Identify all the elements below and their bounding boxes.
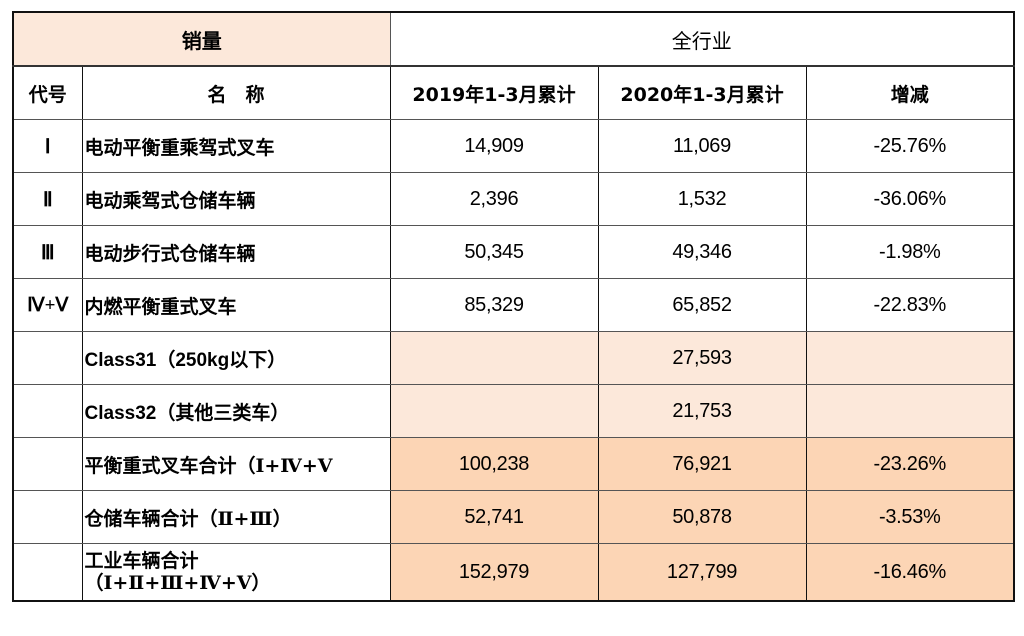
- column-header-row: 代号 名 称 2019年1-3月累计 2020年1-3月累计 增减: [13, 65, 1015, 120]
- row-value-2020: 127,799: [597, 543, 807, 602]
- row-value-2019: 52,741: [389, 490, 599, 544]
- group-header-row: 销量 全行业: [12, 11, 1015, 67]
- row-name: 仓储车辆合计（Ⅱ+Ⅲ）: [81, 490, 391, 544]
- col-header-name: 名 称: [81, 65, 391, 120]
- row-name: 平衡重式叉车合计（Ⅰ+Ⅳ+Ⅴ: [81, 437, 391, 491]
- row-name-line1: 工业车辆合计: [84, 550, 199, 572]
- row-change: [805, 384, 1015, 438]
- row-change: -3.53%: [805, 490, 1015, 544]
- row-name: Class32（其他三类车）: [81, 384, 391, 438]
- row-change: [805, 331, 1015, 385]
- row-value-2020: 11,069: [597, 119, 807, 173]
- row-value-2020: 65,852: [597, 278, 807, 332]
- table-row: Ⅳ+Ⅴ 内燃平衡重式叉车 85,329 65,852 -22.83%: [12, 278, 1015, 332]
- col-header-change: 增减: [805, 65, 1015, 120]
- table-row: 工业车辆合计 （Ⅰ+Ⅱ+Ⅲ+Ⅳ+Ⅴ） 152,979 127,799 -16.4…: [12, 543, 1015, 602]
- row-value-2019: 2,396: [389, 172, 599, 226]
- row-change: -36.06%: [805, 172, 1015, 226]
- row-value-2019: 152,979: [389, 543, 599, 602]
- row-value-2020: 49,346: [597, 225, 807, 279]
- row-name: 内燃平衡重式叉车: [81, 278, 391, 332]
- row-code: [12, 490, 83, 544]
- row-change: -23.26%: [805, 437, 1015, 491]
- col-header-code: 代号: [13, 65, 83, 120]
- row-code: Ⅳ+Ⅴ: [12, 278, 83, 332]
- row-value-2020: 1,532: [597, 172, 807, 226]
- row-code: Ⅰ: [12, 119, 83, 173]
- table-row: 仓储车辆合计（Ⅱ+Ⅲ） 52,741 50,878 -3.53%: [12, 490, 1015, 544]
- row-change: -16.46%: [805, 543, 1015, 602]
- row-name: 电动平衡重乘驾式叉车: [81, 119, 391, 173]
- col-header-2019: 2019年1-3月累计: [389, 65, 599, 120]
- row-value-2019: 50,345: [389, 225, 599, 279]
- row-code: Ⅲ: [12, 225, 83, 279]
- row-value-2020: 27,593: [597, 331, 807, 385]
- row-name: 电动乘驾式仓储车辆: [81, 172, 391, 226]
- table-row: Ⅰ 电动平衡重乘驾式叉车 14,909 11,069 -25.76%: [12, 119, 1015, 173]
- row-name: Class31（250kg以下）: [81, 331, 391, 385]
- row-change: -22.83%: [805, 278, 1015, 332]
- row-name: 电动步行式仓储车辆: [81, 225, 391, 279]
- row-value-2020: 21,753: [597, 384, 807, 438]
- row-value-2020: 76,921: [597, 437, 807, 491]
- sales-group-header: 销量: [12, 11, 391, 67]
- row-value-2019: 85,329: [389, 278, 599, 332]
- row-value-2019: [389, 384, 599, 438]
- row-code: [12, 331, 83, 385]
- row-change: -1.98%: [805, 225, 1015, 279]
- row-name-line2: （Ⅰ+Ⅱ+Ⅲ+Ⅳ+Ⅴ）: [84, 572, 271, 594]
- row-name: 工业车辆合计 （Ⅰ+Ⅱ+Ⅲ+Ⅳ+Ⅴ）: [81, 543, 391, 602]
- forklift-sales-table: 销量 全行业 代号 名 称 2019年1-3月累计 2020年1-3月累计 增减…: [12, 11, 1015, 602]
- row-change: -25.76%: [805, 119, 1015, 173]
- row-code: [12, 437, 83, 491]
- row-code: Ⅱ: [12, 172, 83, 226]
- row-code: [12, 543, 83, 602]
- row-value-2019: [389, 331, 599, 385]
- industry-group-header: 全行业: [389, 11, 1015, 67]
- row-code: [12, 384, 83, 438]
- table-row: Ⅱ 电动乘驾式仓储车辆 2,396 1,532 -36.06%: [12, 172, 1015, 226]
- table-row: Ⅲ 电动步行式仓储车辆 50,345 49,346 -1.98%: [12, 225, 1015, 279]
- col-header-2020: 2020年1-3月累计: [597, 65, 807, 120]
- table-row: 平衡重式叉车合计（Ⅰ+Ⅳ+Ⅴ 100,238 76,921 -23.26%: [12, 437, 1015, 491]
- row-value-2019: 100,238: [389, 437, 599, 491]
- table-row: Class31（250kg以下） 27,593: [12, 331, 1015, 385]
- row-value-2020: 50,878: [597, 490, 807, 544]
- row-value-2019: 14,909: [389, 119, 599, 173]
- table-row: Class32（其他三类车） 21,753: [12, 384, 1015, 438]
